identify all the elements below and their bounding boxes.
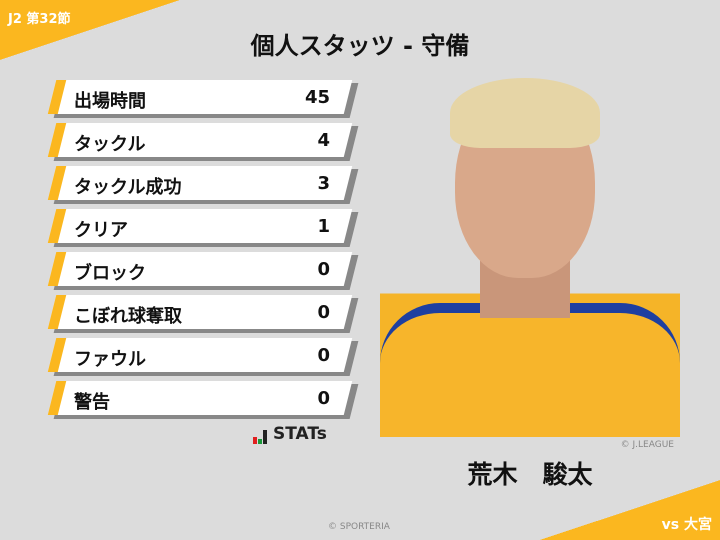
- corner-banner-top: [0, 0, 180, 60]
- corner-banner-bottom: [540, 480, 720, 540]
- stat-row: 警告 0: [47, 381, 359, 419]
- stats-bars-icon: [253, 430, 267, 444]
- stat-value: 0: [317, 345, 330, 366]
- stat-label: タックル成功: [74, 177, 182, 198]
- copyright: © SPORTERIA: [328, 522, 390, 532]
- opponent-label: vs 大宮: [661, 517, 712, 533]
- stat-label: ファウル: [74, 349, 146, 370]
- stat-row: タックル 4: [47, 123, 359, 161]
- stat-value: 0: [317, 259, 330, 280]
- stat-value: 1: [317, 216, 330, 237]
- stat-row: ファウル 0: [47, 338, 359, 376]
- stat-label: こぼれ球奪取: [74, 306, 182, 327]
- player-hair: [450, 78, 600, 148]
- stat-value: 3: [317, 173, 330, 194]
- stat-row: クリア 1: [47, 209, 359, 247]
- round-label: J2 第32節: [8, 12, 71, 27]
- stat-label: ブロック: [74, 263, 146, 284]
- stat-row: タックル成功 3: [47, 166, 359, 204]
- stat-value: 0: [317, 302, 330, 323]
- stat-label: タックル: [74, 134, 146, 155]
- player-shirt: [380, 303, 680, 437]
- stats-logo: STATs: [253, 424, 327, 444]
- photo-credit: © J.LEAGUE: [620, 440, 674, 450]
- stat-value: 4: [317, 130, 330, 151]
- stat-row: 出場時間 45: [47, 80, 359, 118]
- stat-row: ブロック 0: [47, 252, 359, 290]
- stats-logo-text: STATs: [273, 424, 327, 444]
- stat-row: こぼれ球奪取 0: [47, 295, 359, 333]
- stat-value: 45: [304, 87, 330, 108]
- stat-label: 出場時間: [74, 91, 146, 112]
- stat-label: 警告: [74, 392, 110, 413]
- page-title: 個人スタッツ - 守備: [250, 32, 470, 60]
- player-photo: [380, 78, 680, 437]
- stat-label: クリア: [74, 220, 128, 241]
- stat-value: 0: [317, 388, 330, 409]
